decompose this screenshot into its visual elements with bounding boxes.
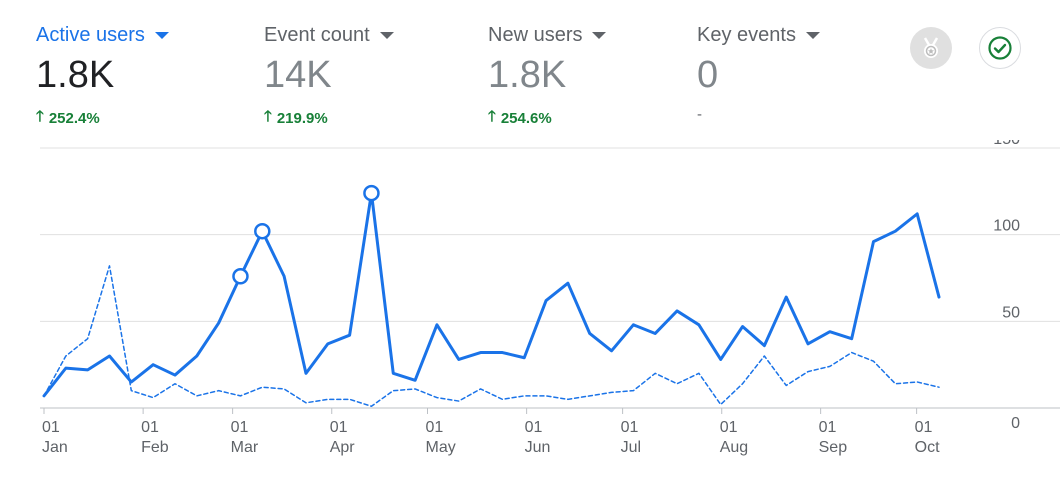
x-tick-day: 01 [915, 419, 933, 436]
x-tick-day: 01 [42, 419, 60, 436]
y-tick-label: 50 [1002, 304, 1020, 321]
annotation-marker [363, 184, 380, 202]
metric-value: 14K [264, 54, 332, 96]
chevron-down-icon[interactable] [805, 32, 820, 39]
x-tick-day: 01 [141, 419, 159, 436]
x-tick-month: Jun [525, 439, 551, 456]
metric-new-users-selector[interactable]: New users [488, 24, 607, 47]
chevron-down-icon[interactable] [154, 32, 169, 39]
check-circle-icon [988, 36, 1012, 60]
metric-change: - [697, 106, 820, 123]
metric-key-events[interactable]: Key events 0 - [697, 24, 820, 123]
metric-change-value: - [697, 106, 702, 123]
x-tick-day: 01 [720, 419, 738, 436]
x-tick-month: Feb [141, 439, 169, 456]
arrow-up-icon: 🡑 [488, 108, 496, 125]
metric-label: New users [488, 24, 583, 46]
metric-change: 🡑 254.6% [488, 106, 606, 131]
annotation-marker [232, 268, 249, 285]
x-tick-day: 01 [819, 419, 837, 436]
metric-value: 1.8K [36, 54, 115, 96]
x-tick-day: 01 [525, 419, 543, 436]
metric-event-count-selector[interactable]: Event count [264, 24, 394, 47]
verified-button[interactable] [979, 27, 1021, 69]
annotation-marker [254, 222, 271, 240]
insights-button[interactable] [910, 27, 952, 69]
x-tick-month: Apr [330, 439, 356, 456]
x-tick-month: Aug [720, 439, 748, 456]
metric-event-count[interactable]: Event count 14K 🡑 219.9% [264, 24, 394, 131]
x-tick-month: Jan [42, 439, 68, 456]
comparison-series-line [43, 265, 940, 408]
x-tick-month: Oct [915, 439, 940, 456]
x-tick-month: Mar [231, 439, 259, 456]
metric-change: 🡑 219.9% [264, 106, 394, 131]
x-tick-day: 01 [426, 419, 444, 436]
x-tick-day: 01 [231, 419, 249, 436]
metric-value: 0 [697, 54, 719, 96]
metric-change-value: 254.6% [500, 110, 552, 127]
arrow-up-icon: 🡑 [264, 108, 272, 125]
metric-active-users-selector[interactable]: Active users [36, 24, 169, 47]
arrow-up-icon: 🡑 [36, 108, 44, 125]
metric-key-events-selector[interactable]: Key events [697, 24, 820, 47]
y-tick-label: 0 [1011, 415, 1020, 432]
metric-change-value: 219.9% [276, 110, 328, 127]
x-tick-month: May [426, 439, 456, 456]
x-tick-month: Jul [621, 439, 641, 456]
y-tick-label: 150 [993, 140, 1020, 148]
x-tick-month: Sep [819, 439, 848, 456]
metric-change-value: 252.4% [48, 110, 100, 127]
metric-active-users[interactable]: Active users 1.8K 🡑 252.4% [36, 24, 169, 131]
x-tick-day: 01 [621, 419, 639, 436]
line-chart: 0 50 100 150 01 Jan 01 Feb 01 Mar 01 Apr 01 May 01 Jun 0… [40, 140, 1060, 456]
metric-new-users[interactable]: New users 1.8K 🡑 254.6% [488, 24, 607, 131]
metric-value: 1.8K [488, 54, 567, 96]
metric-change: 🡑 252.4% [36, 106, 169, 131]
primary-series-line [42, 191, 941, 398]
chevron-down-icon[interactable] [592, 32, 607, 39]
metric-label: Key events [697, 24, 796, 46]
metric-label: Event count [264, 24, 370, 46]
medal-icon [923, 37, 939, 58]
y-tick-label: 100 [993, 218, 1020, 235]
x-tick-day: 01 [330, 419, 348, 436]
chevron-down-icon[interactable] [379, 32, 394, 39]
metric-label: Active users [36, 24, 145, 46]
